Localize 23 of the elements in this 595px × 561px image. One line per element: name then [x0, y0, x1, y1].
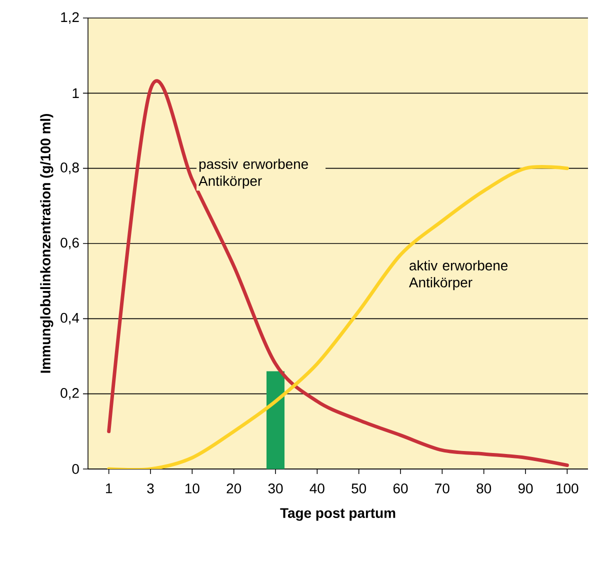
y-tick-label: 0,2 — [60, 388, 79, 400]
series-label: aktiv erworbene Antikörper — [408, 260, 508, 290]
x-tick-label: 3 — [147, 484, 154, 494]
series-label: passiv erworbene Antikörper — [198, 158, 308, 189]
y-axis-title: Immunglobulinkonzentration (g/100 ml) — [40, 114, 54, 373]
x-tick-label: 50 — [352, 484, 366, 494]
y-tick-label: 0 — [72, 464, 79, 474]
x-tick-label: 30 — [268, 484, 283, 494]
x-tick-label: 10 — [185, 484, 200, 494]
x-axis-title: Tage post partum — [280, 508, 396, 521]
x-tick-label: 40 — [310, 484, 324, 494]
x-tick-label: 80 — [476, 484, 492, 494]
x-tick-label: 100 — [556, 484, 578, 494]
x-tick-label: 1 — [106, 484, 112, 494]
y-tick-label: 0,6 — [60, 238, 79, 250]
x-tick-label: 20 — [226, 484, 242, 494]
x-tick-label: 90 — [518, 484, 533, 494]
y-tick-label: 1 — [72, 88, 79, 98]
y-tick-label: 0,8 — [60, 162, 79, 174]
y-tick-label: 1,2 — [61, 12, 79, 24]
x-tick-label: 60 — [393, 484, 408, 494]
x-tick-label: 70 — [435, 484, 450, 494]
y-tick-label: 0,4 — [60, 312, 80, 324]
